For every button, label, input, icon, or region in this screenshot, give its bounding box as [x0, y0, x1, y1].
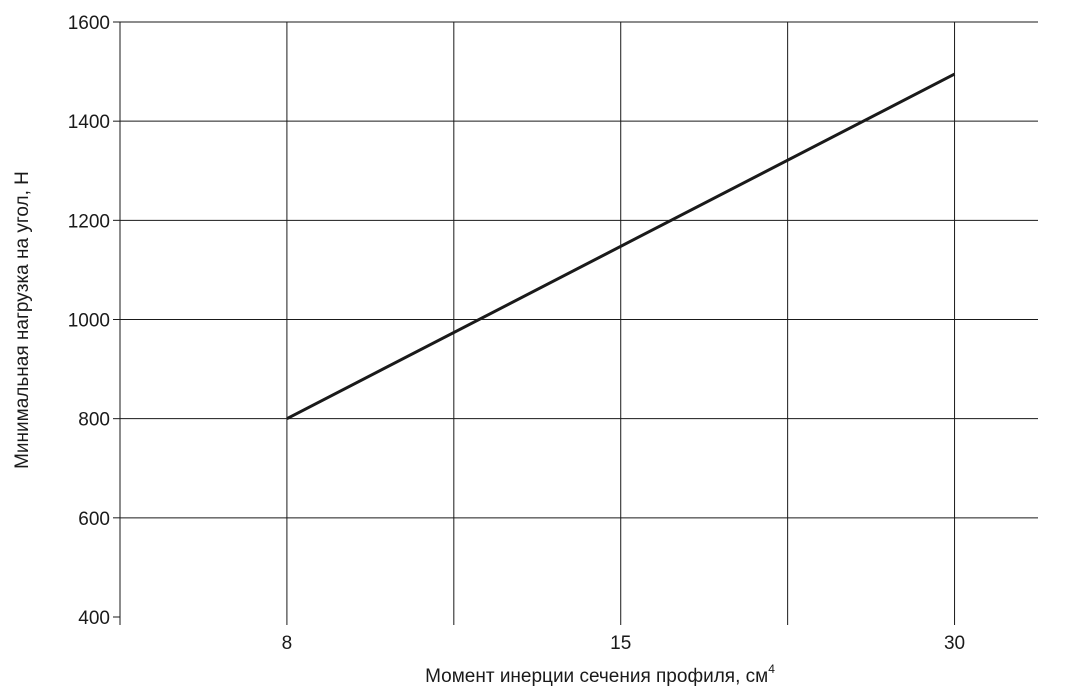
x-tick-label: 8: [282, 633, 293, 654]
y-tick-label: 400: [78, 608, 110, 629]
y-tick-label: 1600: [68, 13, 110, 34]
y-tick-label: 1400: [68, 112, 110, 133]
x-tick-label: 30: [944, 633, 965, 654]
x-axis-title-superscript: 4: [768, 662, 775, 676]
series-layer: [286, 72, 956, 420]
y-axis-title: Минимальная нагрузка на угол, Н: [12, 171, 33, 469]
x-tick-label: 15: [610, 633, 631, 654]
axes: [113, 21, 956, 625]
y-tick-label: 600: [78, 509, 110, 530]
series-line: [286, 72, 956, 420]
x-axis-title: Момент инерции сечения профиля, см4: [425, 662, 775, 687]
x-axis-title-text: Момент инерции сечения профиля, см: [425, 666, 768, 687]
grid: [120, 21, 1038, 617]
y-tick-label: 800: [78, 410, 110, 431]
y-tick-label: 1200: [68, 211, 110, 232]
y-tick-label: 1000: [68, 311, 110, 332]
